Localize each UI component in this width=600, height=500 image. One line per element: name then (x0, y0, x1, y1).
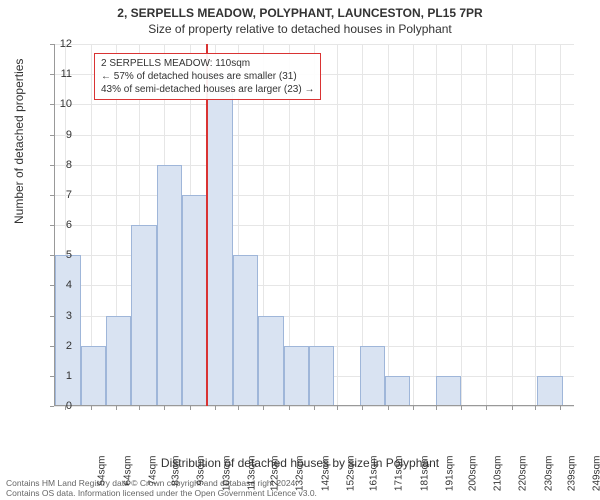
chart-title-subtitle: Size of property relative to detached ho… (0, 22, 600, 36)
x-tick-label: 74sqm (148, 456, 159, 496)
gridline-vertical (413, 44, 414, 406)
annotation-line1: 2 SERPELLS MEADOW: 110sqm (101, 57, 314, 70)
y-tick-label: 3 (52, 310, 72, 322)
annotation-line2: ← 57% of detached houses are smaller (31… (101, 70, 314, 83)
x-tick-label: 191sqm (444, 456, 455, 496)
x-tick-label: 220sqm (518, 456, 529, 496)
histogram-bar (258, 316, 283, 407)
x-tick-label: 210sqm (493, 456, 504, 496)
histogram-bar (385, 376, 410, 406)
histogram-bar (55, 255, 80, 406)
histogram-bar (309, 346, 334, 406)
reference-annotation: 2 SERPELLS MEADOW: 110sqm ← 57% of detac… (94, 53, 321, 100)
gridline-vertical (436, 44, 437, 406)
histogram-bar (537, 376, 562, 406)
histogram-bar (157, 165, 182, 406)
histogram-bar (233, 255, 258, 406)
histogram-bar (207, 74, 232, 406)
x-tick-label: 161sqm (368, 456, 379, 496)
chart-title-block: 2, SERPELLS MEADOW, POLYPHANT, LAUNCESTO… (0, 0, 600, 36)
y-tick-label: 2 (52, 340, 72, 352)
x-tick-label: 122sqm (269, 456, 280, 496)
gridline-vertical (388, 44, 389, 406)
x-tick-label: 171sqm (394, 456, 405, 496)
annotation-line3: 43% of semi-detached houses are larger (… (101, 83, 314, 96)
x-tick-label: 64sqm (122, 456, 133, 496)
gridline-vertical (560, 44, 561, 406)
histogram-bar (284, 346, 309, 406)
x-tick-label: 152sqm (346, 456, 357, 496)
histogram-bar (182, 195, 207, 406)
x-tick-label: 132sqm (295, 456, 306, 496)
x-tick-label: 239sqm (566, 456, 577, 496)
histogram-bar (106, 316, 131, 407)
y-tick-label: 1 (52, 370, 72, 382)
histogram-bar (131, 225, 156, 406)
x-tick-label: 103sqm (221, 456, 232, 496)
x-tick-label: 200sqm (467, 456, 478, 496)
y-axis-label: Number of detached properties (12, 59, 26, 224)
y-tick-label: 12 (52, 38, 72, 50)
histogram-bar (436, 376, 461, 406)
histogram-bar (360, 346, 385, 406)
x-tick-label: 83sqm (170, 456, 181, 496)
x-tick-label: 142sqm (320, 456, 331, 496)
x-tick-label: 181sqm (419, 456, 430, 496)
y-tick-label: 5 (52, 249, 72, 261)
x-tick-label: 230sqm (543, 456, 554, 496)
x-tick-label: 249sqm (592, 456, 600, 496)
y-tick-label: 6 (52, 219, 72, 231)
y-tick-label: 9 (52, 129, 72, 141)
chart-title-address: 2, SERPELLS MEADOW, POLYPHANT, LAUNCESTO… (0, 6, 600, 20)
y-tick-label: 7 (52, 189, 72, 201)
gridline-vertical (512, 44, 513, 406)
y-tick-label: 8 (52, 159, 72, 171)
histogram-bar (81, 346, 106, 406)
y-tick-label: 0 (52, 400, 72, 412)
x-tick-label: 54sqm (97, 456, 108, 496)
x-tick-label: 93sqm (196, 456, 207, 496)
gridline-vertical (337, 44, 338, 406)
y-tick-label: 11 (52, 68, 72, 80)
x-tick-label: 113sqm (247, 456, 258, 496)
gridline-vertical (535, 44, 536, 406)
gridline-vertical (461, 44, 462, 406)
y-tick-label: 4 (52, 279, 72, 291)
chart-plot-area: 2 SERPELLS MEADOW: 110sqm ← 57% of detac… (54, 44, 574, 406)
gridline-vertical (486, 44, 487, 406)
y-tick-label: 10 (52, 98, 72, 110)
